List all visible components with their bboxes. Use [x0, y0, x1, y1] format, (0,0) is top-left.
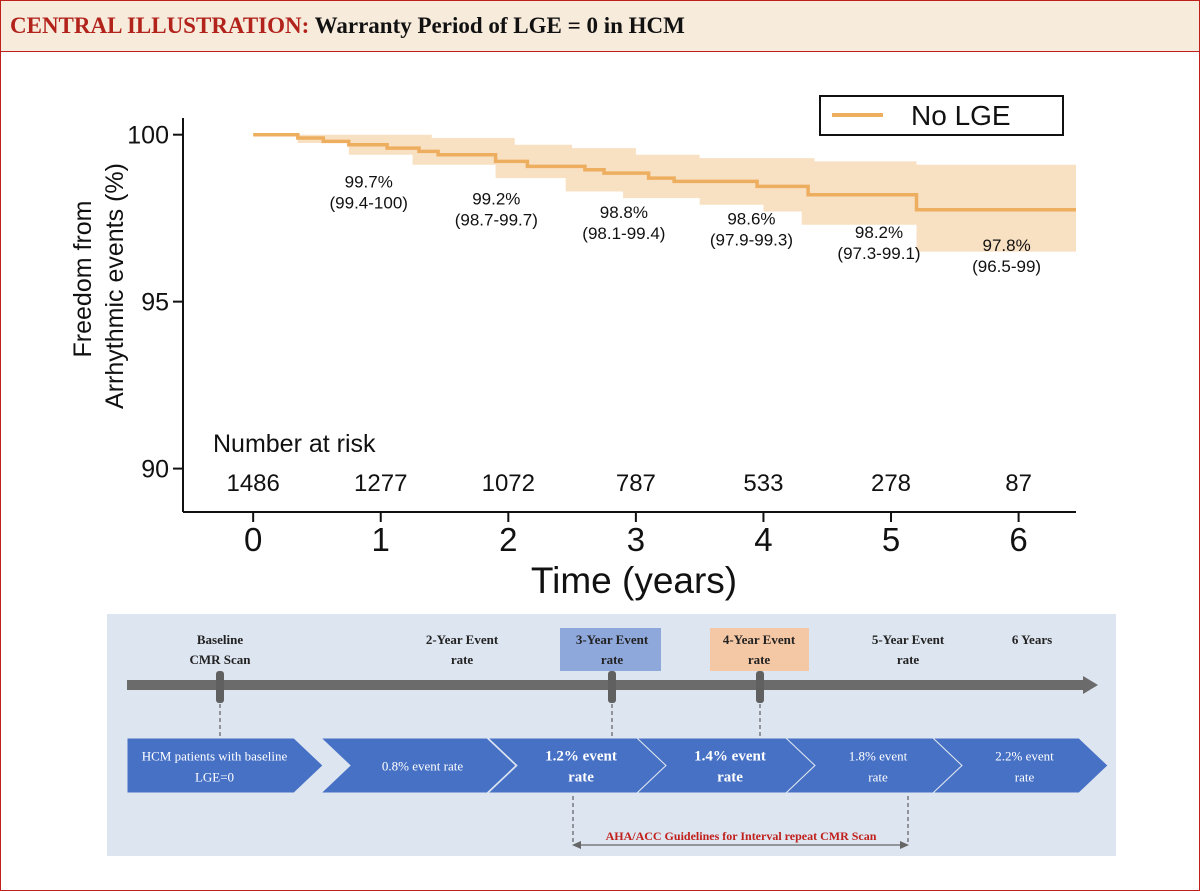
y-axis-label-line1: Freedom from [69, 201, 97, 358]
risk-count-year-4: 533 [743, 470, 783, 497]
annotation-ci-6: (96.5-99) [972, 257, 1041, 276]
x-axis-label: Time (years) [531, 560, 737, 601]
x-tick-label-2: 2 [499, 521, 517, 558]
annotation-pct-6: 97.8% [982, 236, 1030, 255]
header-label: CENTRAL ILLUSTRATION: [10, 13, 310, 38]
timeline-panel [107, 614, 1116, 856]
annotation-ci-3: (98.1-99.4) [582, 224, 665, 243]
annotation-ci-4: (97.9-99.3) [710, 230, 793, 249]
legend-label: No LGE [911, 100, 1011, 131]
km-chart: Freedom from Arrhythmic events (%) 90 95 1… [69, 95, 1076, 601]
annotation-pct-3: 98.8% [600, 203, 648, 222]
y-axis-label-line2: Arrhythmic events (%) [101, 163, 129, 409]
x-tick-label-4: 4 [754, 521, 772, 558]
annotation-pct-1: 99.7% [345, 173, 393, 192]
risk-table-title: Number at risk [213, 430, 376, 458]
x-tick-label-5: 5 [882, 521, 900, 558]
ci-band [253, 134, 1076, 252]
annotation-pct-2: 99.2% [472, 189, 520, 208]
y-tick-label-90: 90 [141, 456, 169, 484]
annotation-ci-5: (97.3-99.1) [837, 244, 920, 263]
y-tick-label-95: 95 [141, 289, 169, 317]
risk-count-year-5: 278 [871, 470, 911, 497]
header-title-text: Warranty Period of LGE = 0 in HCM [314, 13, 685, 38]
header-title: CENTRAL ILLUSTRATION: Warranty Period of… [10, 13, 685, 39]
x-tick-label-3: 3 [627, 521, 645, 558]
y-tick-label-100: 100 [127, 122, 169, 150]
x-tick-label-0: 0 [244, 521, 262, 558]
risk-count-year-3: 787 [616, 470, 656, 497]
annotation-pct-4: 98.6% [727, 209, 775, 228]
risk-count-year-0: 1486 [226, 470, 279, 497]
header-bar: CENTRAL ILLUSTRATION: Warranty Period of… [1, 1, 1199, 52]
legend: No LGE [819, 95, 1064, 136]
survival-curve [253, 132, 1076, 212]
risk-count-year-2: 1072 [482, 470, 535, 497]
x-tick-label-6: 6 [1009, 521, 1027, 558]
risk-count-year-1: 1277 [354, 470, 407, 497]
annotation-pct-5: 98.2% [855, 223, 903, 242]
risk-count-year-6: 87 [1005, 470, 1032, 497]
x-tick-label-1: 1 [372, 521, 390, 558]
annotation-ci-1: (99.4-100) [330, 194, 408, 213]
annotation-ci-2: (98.7-99.7) [455, 210, 538, 229]
